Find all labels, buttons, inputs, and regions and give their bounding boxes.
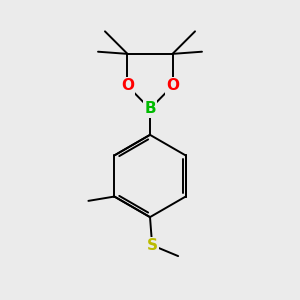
Text: B: B — [144, 101, 156, 116]
Text: O: O — [121, 78, 134, 93]
Text: S: S — [147, 238, 158, 253]
Text: O: O — [166, 78, 179, 93]
